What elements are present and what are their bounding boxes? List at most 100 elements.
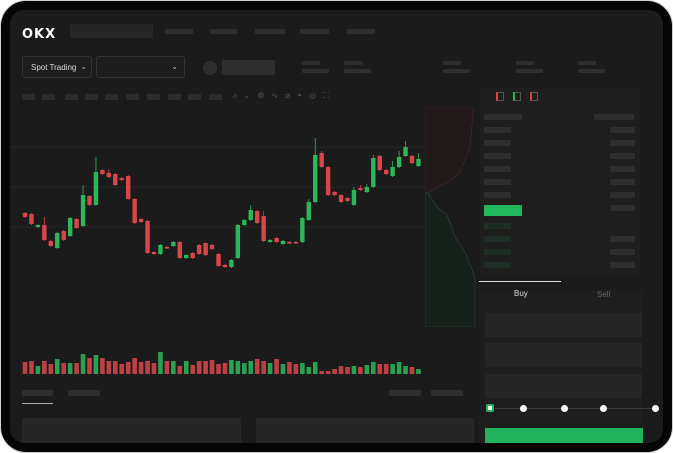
okx-logo[interactable]: OKX — [22, 27, 57, 42]
interval-button[interactable] — [209, 94, 222, 100]
interval-button[interactable] — [188, 94, 201, 100]
volume-bar — [254, 359, 260, 374]
volume-bar — [132, 358, 137, 374]
search-placeholder[interactable] — [70, 24, 153, 38]
volume-bar — [151, 363, 157, 374]
stat-label — [578, 61, 596, 65]
orderbook-asks-icon[interactable] — [530, 92, 538, 101]
tab-order-history[interactable] — [68, 390, 100, 396]
buy-button[interactable] — [485, 428, 643, 443]
slider-step[interactable] — [652, 405, 659, 412]
candle — [351, 190, 357, 205]
ruler-icon[interactable]: ⧄ — [285, 91, 291, 100]
candle — [171, 242, 176, 246]
depth-chart — [425, 107, 476, 327]
slider-step[interactable] — [561, 405, 568, 412]
candle — [100, 170, 105, 174]
ask-amount — [610, 153, 635, 159]
coin-avatar — [203, 61, 217, 75]
tab-sell[interactable]: Sell — [597, 290, 611, 299]
filter-button[interactable] — [389, 390, 421, 396]
interval-button[interactable] — [22, 94, 35, 100]
candle — [325, 167, 331, 195]
settings-icon[interactable]: ⚙ — [257, 91, 265, 100]
interval-button[interactable] — [126, 94, 139, 100]
candle — [300, 218, 305, 242]
nav-item[interactable] — [347, 29, 375, 34]
candle — [377, 156, 382, 170]
volume-bar — [306, 367, 312, 374]
interval-button[interactable] — [168, 94, 181, 100]
candle — [261, 216, 266, 241]
nav-item[interactable] — [210, 29, 237, 34]
candle — [390, 167, 395, 176]
candle — [235, 225, 241, 258]
candle — [403, 147, 408, 156]
camera-icon[interactable]: ◓ — [297, 91, 303, 100]
interval-button[interactable] — [105, 94, 118, 100]
volume-bar — [287, 362, 292, 374]
orders-panel — [22, 418, 241, 443]
interval-button[interactable] — [42, 94, 55, 100]
candle — [87, 196, 92, 205]
line-icon[interactable]: ∿ — [271, 91, 279, 100]
total-input[interactable] — [485, 374, 642, 398]
amount-input[interactable] — [485, 343, 642, 367]
candle — [371, 158, 376, 187]
candle — [396, 157, 402, 167]
volume-bar — [235, 361, 241, 374]
volume-bar — [416, 369, 421, 374]
candle — [42, 225, 47, 240]
slider-track[interactable] — [490, 408, 656, 409]
ask-amount — [610, 205, 635, 211]
price-input[interactable] — [485, 313, 642, 337]
volume-bar — [138, 362, 144, 374]
indicators-icon[interactable]: ⩘ — [232, 91, 237, 100]
stat-value — [344, 69, 371, 73]
filter-button[interactable] — [431, 390, 463, 396]
candle — [126, 176, 131, 199]
volume-bar — [242, 363, 247, 374]
slider-step[interactable] — [520, 405, 527, 412]
candle — [345, 198, 350, 201]
stat-value — [302, 69, 329, 73]
interval-button[interactable] — [65, 94, 78, 100]
bid-price — [484, 223, 511, 229]
pair-dropdown[interactable]: ⌄ — [96, 56, 185, 78]
volume-bar — [35, 366, 41, 374]
trading-screen: OKX Spot Trading ⌄ ⌄ ⩘ ⌄ ⚙ ∿ ⧄ ◓ ◎ ⛶ Buy … — [10, 10, 663, 443]
candle — [358, 188, 363, 190]
volume-bar — [222, 363, 228, 374]
nav-item[interactable] — [165, 29, 193, 34]
orderbook-both-icon[interactable] — [496, 92, 504, 101]
volume-bar — [67, 363, 73, 374]
slider-handle[interactable] — [486, 404, 494, 412]
column-header — [594, 114, 634, 120]
candle — [384, 170, 389, 174]
interval-button[interactable] — [147, 94, 160, 100]
tab-open-orders[interactable] — [22, 390, 53, 396]
interval-button[interactable] — [85, 94, 98, 100]
volume-bar — [396, 362, 402, 374]
candle — [119, 178, 124, 180]
slider-step[interactable] — [600, 405, 607, 412]
candlestick-chart[interactable] — [10, 105, 480, 375]
candle — [138, 219, 144, 222]
stat-value — [443, 69, 470, 73]
chevron-down-icon: ⌄ — [80, 62, 88, 71]
nav-item[interactable] — [255, 29, 285, 34]
nav-item[interactable] — [300, 29, 329, 34]
orderbook-bids-icon[interactable] — [513, 92, 521, 101]
chart-type-icon[interactable]: ⌄ — [243, 91, 251, 100]
volume-bar — [319, 371, 324, 374]
target-icon[interactable]: ◎ — [309, 91, 317, 100]
market-type-dropdown[interactable]: Spot Trading ⌄ — [22, 56, 92, 78]
bid-price — [484, 262, 511, 268]
tab-buy[interactable]: Buy — [514, 289, 528, 298]
active-tab-underline — [22, 403, 53, 404]
fullscreen-icon[interactable]: ⛶ — [323, 91, 329, 100]
ask-depth-area — [425, 107, 474, 194]
volume-bar — [100, 358, 105, 374]
candle — [229, 260, 234, 267]
volume-bar — [229, 360, 234, 374]
